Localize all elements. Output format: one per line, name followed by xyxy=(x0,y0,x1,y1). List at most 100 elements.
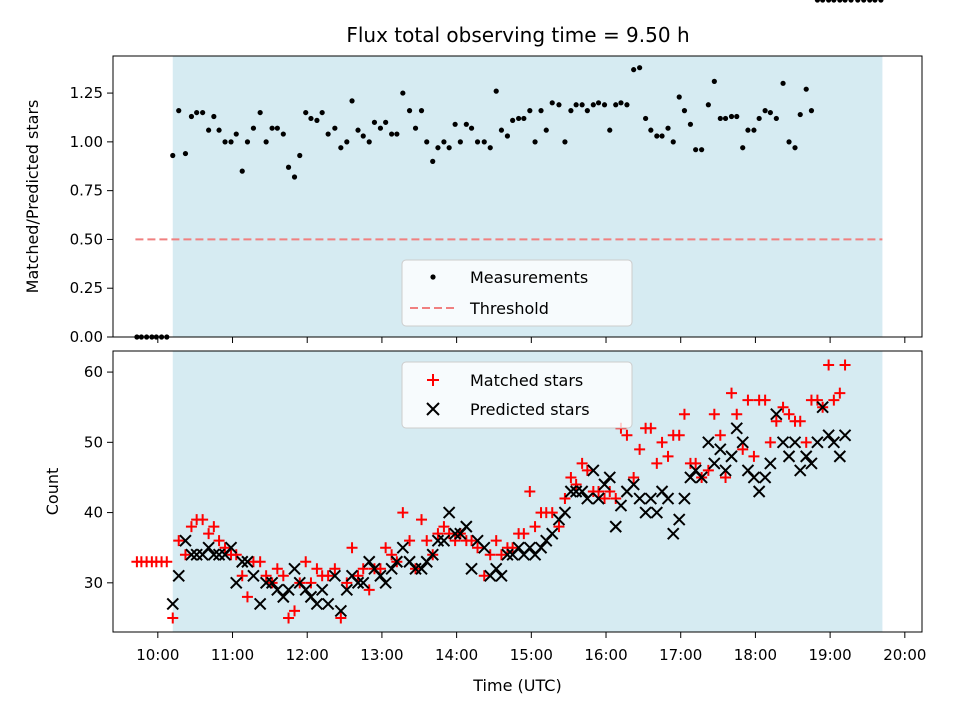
measurement-point xyxy=(808,108,815,114)
measurement-point xyxy=(637,65,643,71)
top-y-tick-label: 0.75 xyxy=(70,182,103,200)
measurement-point xyxy=(705,102,711,108)
matched-star-point xyxy=(565,471,577,483)
measurement-point xyxy=(344,139,350,145)
measurement-point xyxy=(468,125,475,131)
measurement-point xyxy=(504,133,511,139)
measurement-point xyxy=(527,108,533,114)
predicted-star-point xyxy=(396,541,410,554)
matched-star-point xyxy=(673,429,685,441)
measurement-point xyxy=(297,152,303,159)
predicted-star-point xyxy=(351,576,365,590)
measurement-point xyxy=(452,121,458,127)
predicted-star-point xyxy=(684,471,697,484)
matched-star-point xyxy=(352,570,364,582)
predicted-star-point xyxy=(328,569,342,583)
matched-star-point xyxy=(764,436,776,448)
measurement-point xyxy=(624,102,630,108)
predicted-star-point xyxy=(811,436,824,449)
measurement-point xyxy=(349,98,355,104)
predicted-star-point xyxy=(230,576,243,590)
measurement-point xyxy=(631,67,637,73)
measurement-point xyxy=(573,102,579,108)
measurement-point xyxy=(867,0,873,3)
measurement-point xyxy=(498,127,505,133)
matched-star-point xyxy=(783,408,795,420)
matched-star-point xyxy=(311,563,323,575)
measurement-point xyxy=(711,78,717,84)
bottom-y-tick-label: 40 xyxy=(84,504,103,522)
measurement-point xyxy=(855,0,861,3)
predicted-star-point xyxy=(202,541,215,554)
measurement-point xyxy=(389,131,395,137)
measurement-point xyxy=(717,115,723,122)
predicted-star-point xyxy=(241,555,254,568)
matched-star-point xyxy=(179,549,191,561)
measurement-point xyxy=(767,109,773,116)
predicted-star-point xyxy=(374,569,387,583)
bottom-y-ticks: 30 40 50 60 xyxy=(84,363,113,592)
measurement-point xyxy=(848,0,854,3)
matched-star-point xyxy=(678,408,690,420)
measurement-point xyxy=(607,127,613,133)
matched-star-point xyxy=(300,556,312,568)
matched-star-point xyxy=(800,436,812,448)
measurement-point xyxy=(269,125,275,131)
measurement-point xyxy=(590,102,596,108)
matched-star-point xyxy=(230,549,242,561)
measurement-point xyxy=(521,115,527,122)
predicted-star-point xyxy=(736,436,749,449)
matched-star-point xyxy=(397,507,409,519)
predicted-star-point xyxy=(363,555,376,568)
predicted-star-point xyxy=(587,464,600,477)
measurement-point xyxy=(773,115,779,122)
measurement-point xyxy=(693,147,699,153)
x-tick-label: 15:00 xyxy=(510,646,553,664)
measurement-point xyxy=(654,133,660,139)
bottom-y-tick-label: 50 xyxy=(84,433,103,451)
matched-star-point xyxy=(507,542,519,554)
matched-star-point xyxy=(185,521,197,533)
measurement-point xyxy=(584,108,590,114)
measurement-point xyxy=(285,164,292,170)
matched-star-point xyxy=(404,535,416,547)
measurement-point xyxy=(601,102,608,108)
measurement-point xyxy=(170,152,176,159)
measurement-point xyxy=(831,0,837,3)
predicted-star-point xyxy=(321,597,335,611)
predicted-star-point xyxy=(247,569,260,583)
measurement-point xyxy=(263,139,269,145)
measurement-point xyxy=(211,113,217,120)
matched-star-point xyxy=(834,387,846,399)
legend-measurements-label: Measurements xyxy=(470,268,588,287)
predicted-star-point xyxy=(299,583,312,597)
matched-star-point xyxy=(386,549,398,561)
measurement-point xyxy=(371,119,378,125)
predicted-star-point xyxy=(282,583,295,597)
top-y-tick-label: 0.25 xyxy=(70,279,103,297)
matched-star-point xyxy=(610,493,622,505)
matched-star-point xyxy=(374,563,386,575)
measurement-point xyxy=(762,108,768,114)
matched-stars-points xyxy=(131,360,851,624)
matched-star-point xyxy=(748,450,760,462)
measurement-point xyxy=(837,0,843,3)
measurement-point xyxy=(383,119,389,125)
matched-star-point xyxy=(576,457,588,469)
predicted-star-point xyxy=(495,569,508,583)
predicted-star-point xyxy=(546,527,559,540)
predicted-star-point xyxy=(633,492,646,505)
measurement-point xyxy=(728,113,735,120)
measurement-point xyxy=(659,133,665,139)
matched-star-point xyxy=(254,556,266,568)
measurement-point xyxy=(355,127,361,133)
measurement-point xyxy=(872,0,878,3)
measurement-point xyxy=(786,139,792,145)
predicted-star-point xyxy=(822,429,835,442)
measurement-point xyxy=(457,139,463,145)
matched-star-point xyxy=(197,514,209,526)
measurement-point xyxy=(406,108,413,114)
bottom-y-tick-label: 60 xyxy=(84,363,103,381)
predicted-star-point xyxy=(315,583,329,597)
predicted-star-point xyxy=(478,541,491,554)
